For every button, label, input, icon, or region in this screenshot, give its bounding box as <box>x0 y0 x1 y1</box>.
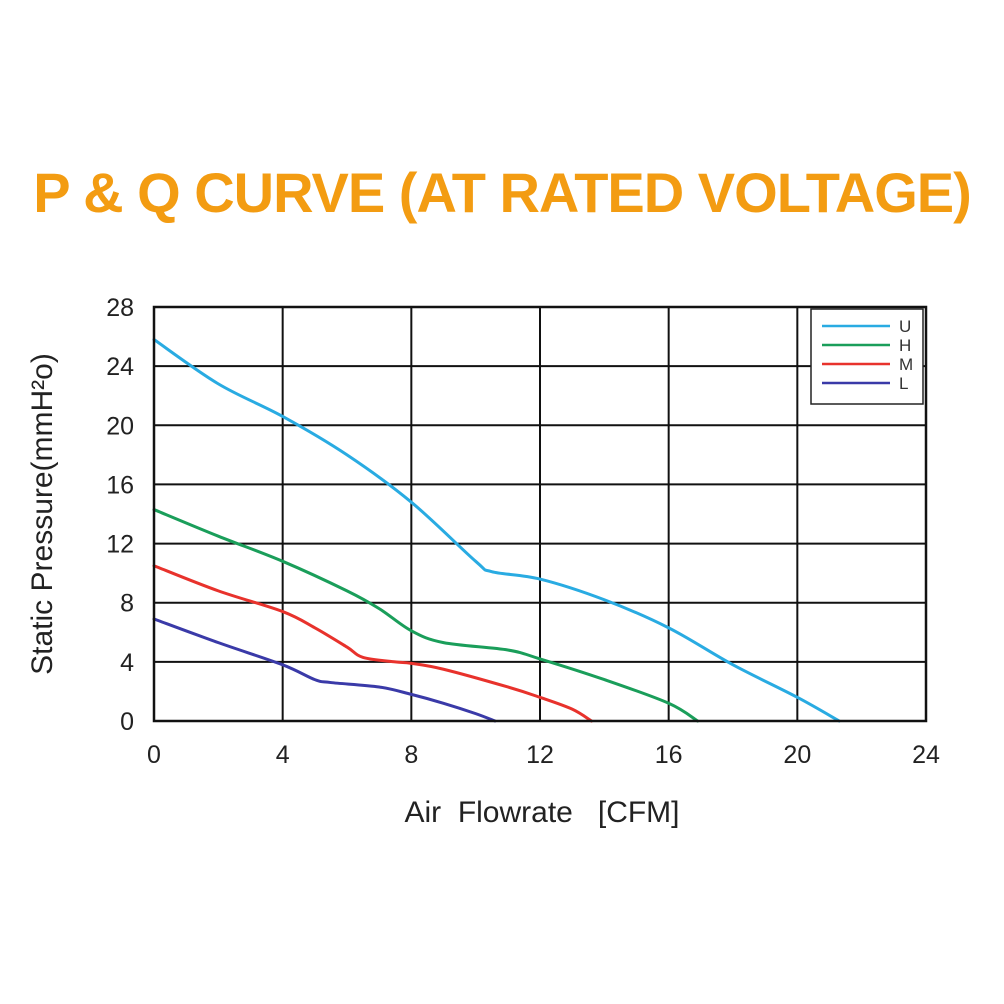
legend-label-H: H <box>899 336 911 355</box>
chart-title: P & Q CURVE (AT RATED VOLTAGE) <box>33 161 972 224</box>
series-line-H <box>152 508 700 723</box>
x-tick-label: 20 <box>783 741 811 769</box>
x-tick-label: 0 <box>147 741 161 769</box>
series-line-U <box>152 338 841 723</box>
legend-label-L: L <box>899 374 908 393</box>
y-tick-label: 24 <box>106 353 134 381</box>
x-tick-label: 24 <box>912 741 940 769</box>
tick-labels: 0 4 8 12 16 20 24 0 4 8 12 16 20 24 28 <box>106 294 940 769</box>
legend-label-U: U <box>899 317 911 336</box>
x-axis-label: Air Flowrate [CFM] <box>404 796 679 829</box>
x-tick-label: 12 <box>526 741 554 769</box>
y-tick-label: 12 <box>106 531 134 559</box>
plot-frame <box>152 305 928 723</box>
y-axis-label: Static Pressure(mmH²o) <box>26 353 59 675</box>
y-tick-label: 28 <box>106 294 134 322</box>
y-tick-label: 8 <box>120 590 134 618</box>
legend-label-M: M <box>899 355 913 374</box>
y-tick-label: 16 <box>106 471 134 499</box>
series-line-L <box>152 617 497 723</box>
y-tick-label: 20 <box>106 412 134 440</box>
x-tick-label: 16 <box>655 741 683 769</box>
y-tick-label: 4 <box>120 649 134 677</box>
x-tick-label: 4 <box>276 741 290 769</box>
series-lines <box>152 338 841 723</box>
x-tick-label: 8 <box>404 741 418 769</box>
y-tick-label: 0 <box>120 708 134 736</box>
series-line-M <box>152 564 593 723</box>
